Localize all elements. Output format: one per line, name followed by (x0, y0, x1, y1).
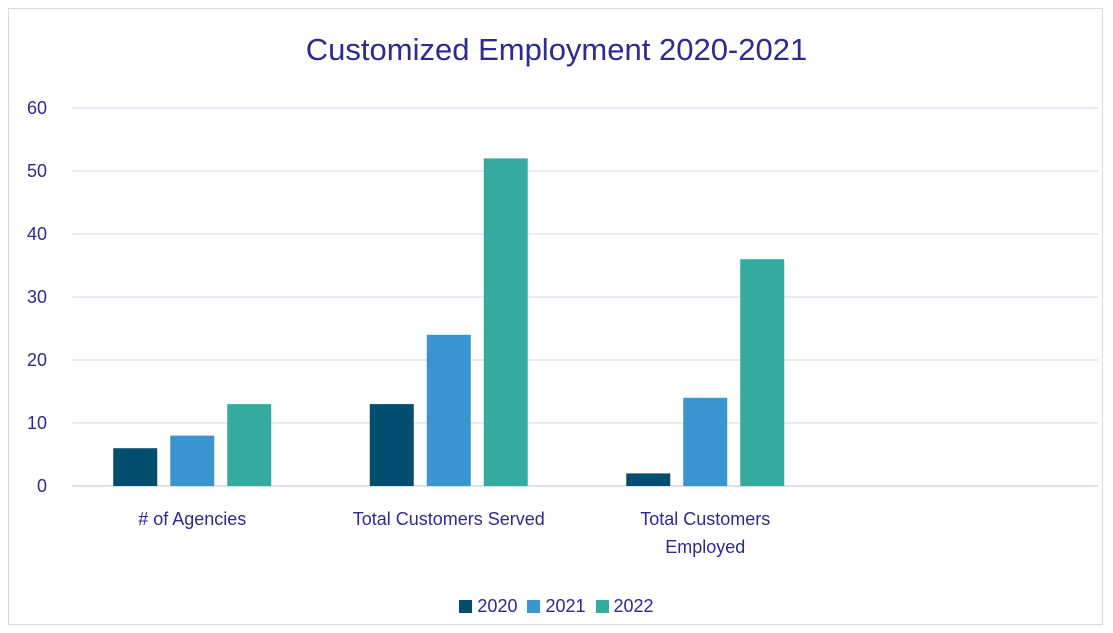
chart-frame (8, 8, 1103, 625)
chart-legend: 2020 2021 2022 (0, 594, 1113, 618)
legend-item-2021: 2021 (527, 595, 586, 617)
x-category-label: Employed (665, 537, 745, 557)
legend-label-2020: 2020 (477, 595, 518, 616)
legend-label-2021: 2021 (545, 595, 586, 616)
y-tick-label: 20 (27, 350, 47, 370)
bar-2022-2 (740, 259, 785, 486)
x-category-label: Total Customers Served (353, 509, 545, 529)
bar-2022-0 (227, 404, 272, 486)
y-tick-label: 40 (27, 224, 47, 244)
y-tick-label: 0 (37, 476, 47, 496)
bar-2020-0 (113, 448, 158, 486)
legend-swatch-2022 (595, 599, 609, 613)
bar-2020-1 (369, 404, 414, 486)
bar-2020-2 (626, 473, 671, 486)
bar-2021-2 (683, 397, 728, 486)
bar-2022-1 (483, 158, 528, 486)
x-category-label: # of Agencies (138, 509, 246, 529)
x-category-label: Total Customers (640, 509, 770, 529)
y-tick-label: 10 (27, 413, 47, 433)
legend-item-2020: 2020 (459, 596, 517, 617)
chart-title: Customized Employment 2020-2021 (305, 32, 808, 67)
legend-label-2022: 2022 (613, 595, 654, 616)
legend-swatch-2020 (459, 599, 473, 613)
y-tick-label: 30 (27, 287, 47, 307)
y-tick-label: 50 (27, 161, 47, 181)
legend-swatch-2021 (527, 599, 541, 613)
bar-2021-0 (170, 435, 215, 486)
y-tick-label: 60 (27, 98, 47, 118)
bar-2021-1 (426, 334, 471, 486)
legend-item-2022: 2022 (595, 595, 654, 617)
